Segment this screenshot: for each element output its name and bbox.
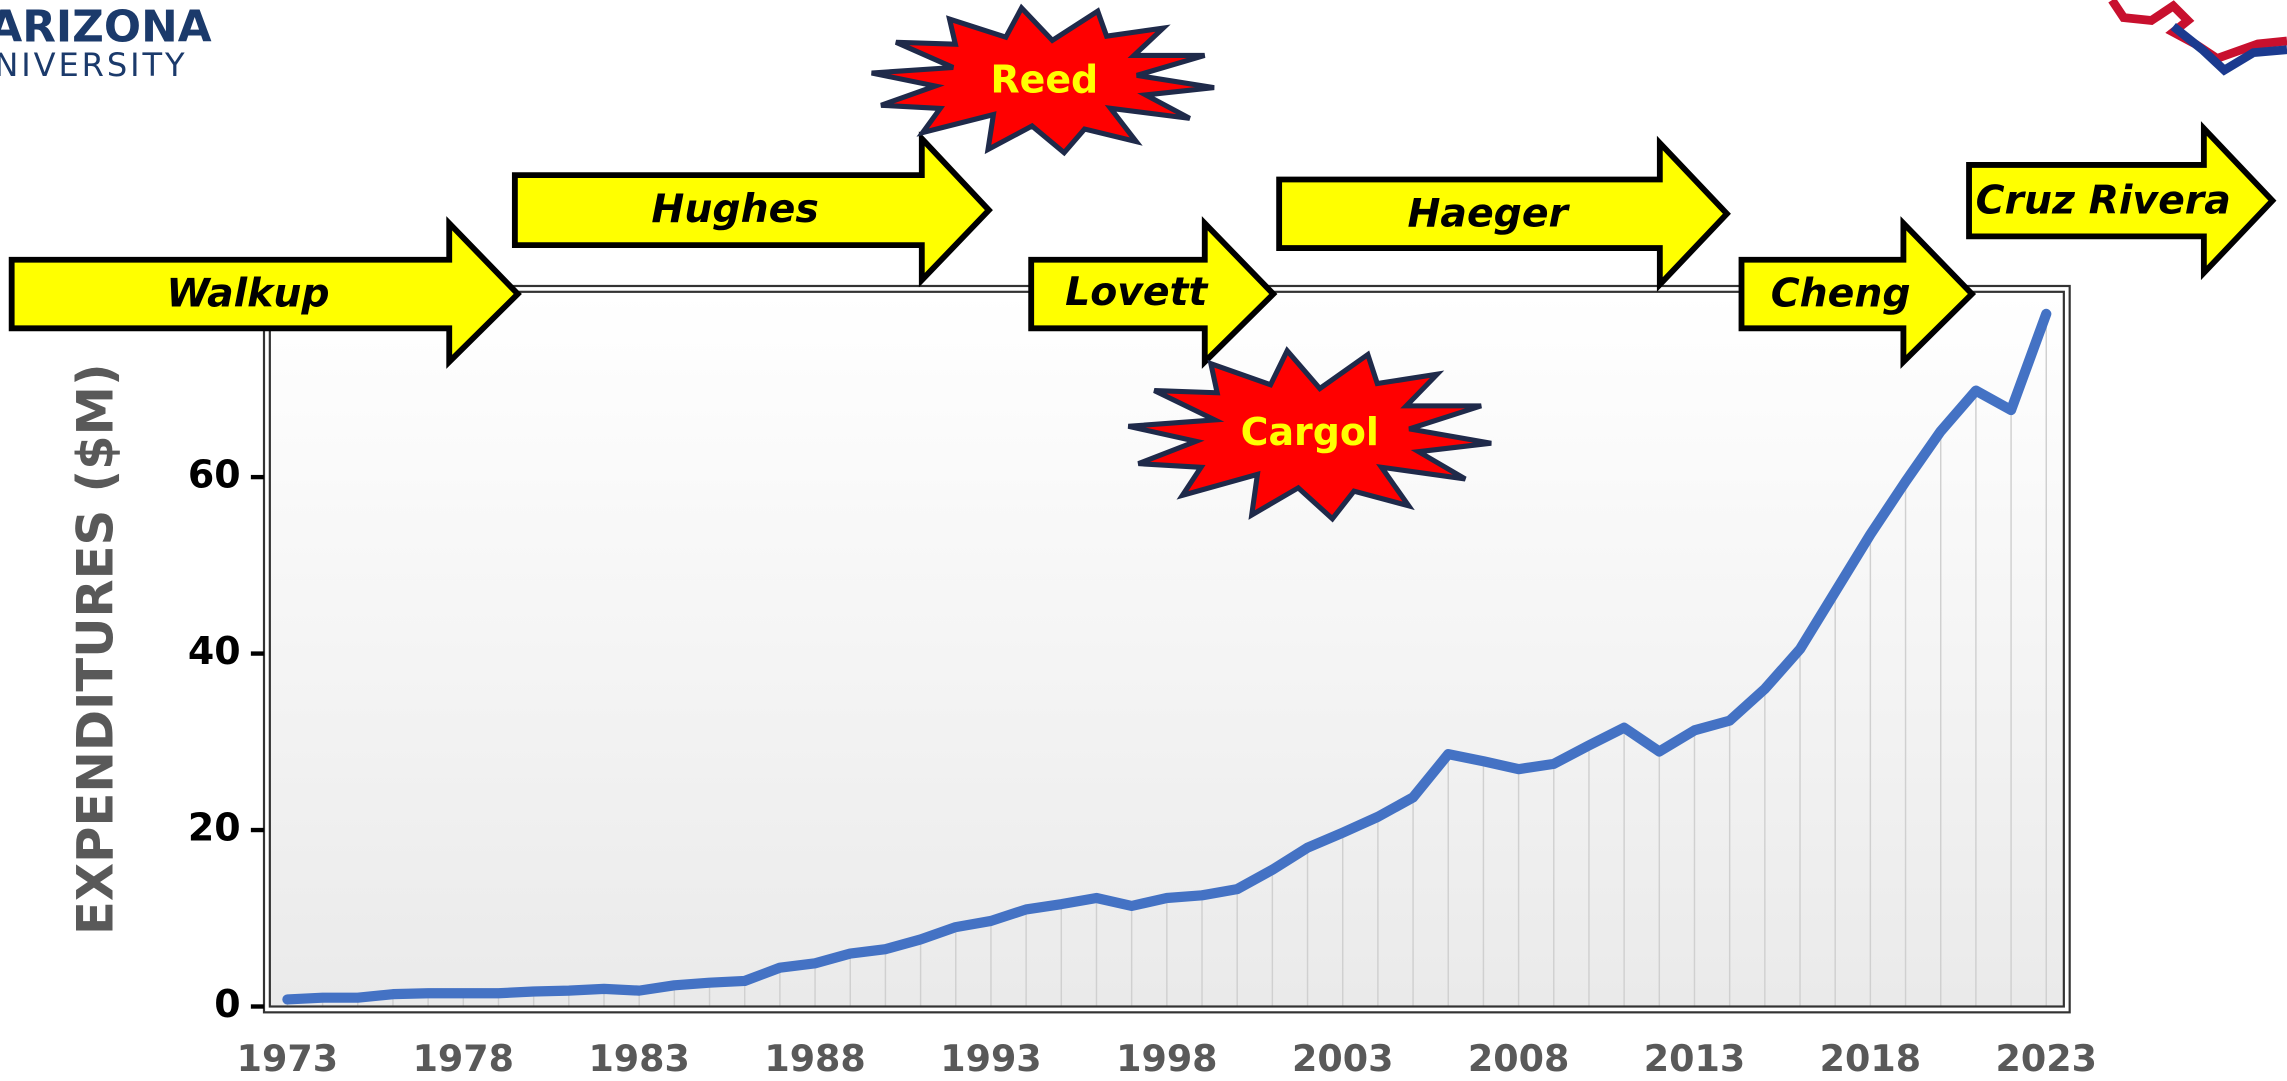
x-tick-label: 1983 [588,1037,689,1080]
arrow [1276,135,1731,292]
starburst-label: Cargol [1241,410,1379,454]
starburst-label: Reed [990,57,1098,101]
y-axis-label: EXPENDITURES ($M) [67,363,125,935]
arrow [1966,121,2277,281]
arrow [511,131,993,288]
y-tick-label: 60 [188,453,241,497]
x-tick-label: 1973 [237,1037,338,1080]
x-tick-label: 1978 [413,1037,514,1080]
starburst [871,3,1215,157]
x-tick-label: 2018 [1820,1037,1921,1080]
y-tick-label: 0 [214,982,240,1026]
y-tick-label: 20 [188,806,241,850]
starburst [1127,346,1492,523]
arrow-label: Haeger [1407,190,1570,236]
logo-line: ARIZONA [0,1,212,52]
arrow [1738,216,1977,369]
arrow [1028,216,1278,369]
arrow-label: Cruz Rivera [1976,177,2231,223]
y-tick-label: 40 [188,629,241,673]
arrow-label: Hughes [651,186,818,232]
x-tick-label: 2003 [1292,1037,1393,1080]
arrow-label: Cheng [1771,271,1911,317]
x-tick-label: 2023 [1996,1037,2097,1080]
logo-line: UNIVERSITY [0,46,188,84]
x-tick-label: 1993 [940,1037,1041,1080]
arrow-label: Lovett [1065,269,1209,315]
arrow-label: Walkup [166,271,329,317]
x-tick-label: 2008 [1468,1037,1569,1080]
arrow [8,216,522,369]
data-line [282,308,2052,1005]
x-tick-label: 1988 [764,1037,865,1080]
logo-graphic [2108,0,2287,76]
x-tick-label: 1998 [1116,1037,1217,1080]
x-tick-label: 2013 [1644,1037,1745,1080]
